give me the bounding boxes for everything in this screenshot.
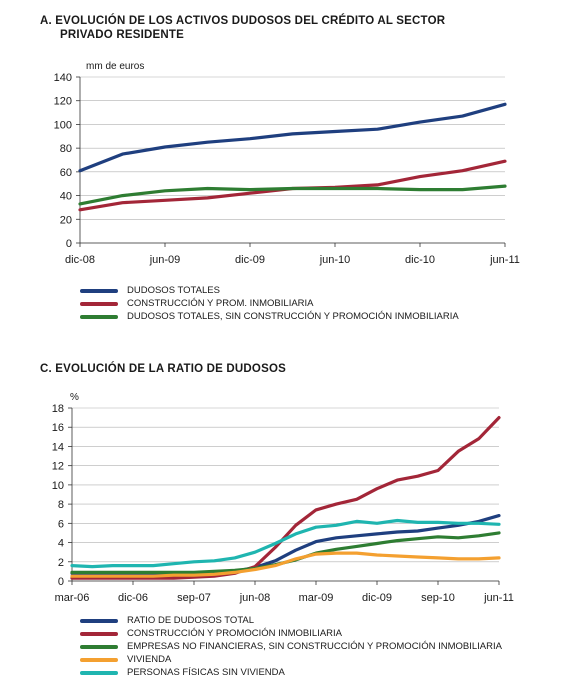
a-legend-swatch (80, 288, 118, 293)
c-y-tick-label: 8 (58, 499, 64, 511)
a-y-tick-label: 120 (54, 96, 72, 108)
c-y-tick-label: 10 (52, 480, 64, 492)
c-y-tick-label: 16 (52, 422, 64, 434)
c-y-tick-label: 0 (58, 576, 64, 588)
chart-a-legend: DUDOSOS TOTALES CONSTRUCCIÓN Y PROM. INMO… (80, 284, 459, 323)
c-x-tick-label: sep-10 (421, 592, 455, 604)
c-legend-swatch (80, 657, 118, 662)
a-legend-swatch (80, 301, 118, 306)
a-unit-label: mm de euros (86, 61, 144, 72)
a-x-tick-label: dic-10 (405, 254, 435, 266)
a-y-tick-label: 100 (54, 119, 72, 131)
a-x-tick-label: jun-09 (149, 254, 181, 266)
a-legend-label: DUDOSOS TOTALES, SIN CONSTRUCCIÓN Y PROM… (127, 311, 459, 322)
c-series-line-2 (70, 416, 501, 580)
a-x-tick-label: dic-08 (65, 254, 95, 266)
chart-a-title-line1: A. EVOLUCIÓN DE LOS ACTIVOS DUDOSOS DEL … (40, 15, 446, 27)
c-y-tick-label: 4 (58, 538, 64, 550)
chart-c-title: C. EVOLUCIÓN DE LA RATIO DE DUDOSOS (40, 362, 286, 376)
c-legend-item-5: PERSONAS FÍSICAS SIN VIVIENDA (80, 666, 502, 679)
a-y-tick-label: 80 (60, 143, 72, 155)
a-y-tick-label: 40 (60, 191, 72, 203)
c-y-tick-label: 12 (52, 461, 64, 473)
c-series-line-5 (70, 518, 501, 569)
c-legend-label: PERSONAS FÍSICAS SIN VIVIENDA (127, 667, 285, 678)
c-x-tick-label: jun-08 (239, 592, 271, 604)
a-legend-item-1: DUDOSOS TOTALES (80, 284, 459, 297)
c-legend-swatch (80, 618, 118, 623)
a-y-tick-label: 60 (60, 167, 72, 179)
c-x-tick-label: sep-07 (177, 592, 211, 604)
chart-a-panel: A. EVOLUCIÓN DE LOS ACTIVOS DUDOSOS DEL … (0, 0, 584, 340)
a-x-tick-label: jun-11 (489, 254, 520, 266)
c-legend-label: VIVIENDA (127, 654, 172, 665)
chart-a-plot: mm de euros 0 20 40 60 80 100 120 140 dic-08 jun-0… (54, 61, 520, 266)
c-legend-swatch (80, 631, 118, 636)
a-y-tick-label: 20 (60, 214, 72, 226)
a-legend-item-2: CONSTRUCCIÓN Y PROM. INMOBILIARIA (80, 297, 459, 310)
c-x-tick-label: dic-06 (118, 592, 148, 604)
c-y-tick-label: 18 (52, 403, 64, 415)
a-series-line-1 (78, 102, 507, 173)
c-legend-item-2: CONSTRUCCIÓN Y PROMOCIÓN INMOBILIARIA (80, 627, 502, 640)
c-y-tick-label: 6 (58, 518, 64, 530)
a-y-tick-label: 140 (54, 72, 72, 84)
a-series-line-3 (78, 184, 507, 206)
chart-a-title: A. EVOLUCIÓN DE LOS ACTIVOS DUDOSOS DEL … (40, 14, 445, 42)
chart-c-legend: RATIO DE DUDOSOS TOTAL CONSTRUCCIÓN Y PRO… (80, 614, 502, 679)
c-y-tick-label: 14 (52, 441, 64, 453)
c-legend-item-4: VIVIENDA (80, 653, 502, 666)
c-legend-swatch (80, 670, 118, 675)
a-legend-item-3: DUDOSOS TOTALES, SIN CONSTRUCCIÓN Y PROM… (80, 310, 459, 323)
c-x-tick-label: mar-09 (299, 592, 334, 604)
c-x-tick-label: jun-11 (483, 592, 514, 604)
c-x-tick-label: dic-09 (362, 592, 392, 604)
c-legend-swatch (80, 644, 118, 649)
a-x-tick-label: jun-10 (319, 254, 351, 266)
chart-a-title-line2: PRIVADO RESIDENTE (60, 29, 184, 41)
c-legend-item-1: RATIO DE DUDOSOS TOTAL (80, 614, 502, 627)
a-x-tick-label: dic-09 (235, 254, 265, 266)
c-unit-label: % (70, 392, 79, 403)
chart-c-title-line1: C. EVOLUCIÓN DE LA RATIO DE DUDOSOS (40, 363, 286, 375)
c-legend-item-3: EMPRESAS NO FINANCIERAS, SIN CONSTRUCCIÓ… (80, 640, 502, 653)
c-legend-label: CONSTRUCCIÓN Y PROMOCIÓN INMOBILIARIA (127, 628, 343, 639)
c-series-line-4 (70, 551, 501, 578)
a-y-tick-label: 0 (66, 238, 72, 250)
c-x-tick-label: mar-06 (55, 592, 90, 604)
a-legend-label: CONSTRUCCIÓN Y PROM. INMOBILIARIA (127, 298, 314, 309)
a-legend-swatch (80, 314, 118, 319)
a-legend-label: DUDOSOS TOTALES (127, 285, 220, 296)
c-legend-label: RATIO DE DUDOSOS TOTAL (127, 615, 255, 626)
c-legend-label: EMPRESAS NO FINANCIERAS, SIN CONSTRUCCIÓ… (127, 641, 502, 652)
c-y-tick-label: 2 (58, 557, 64, 569)
